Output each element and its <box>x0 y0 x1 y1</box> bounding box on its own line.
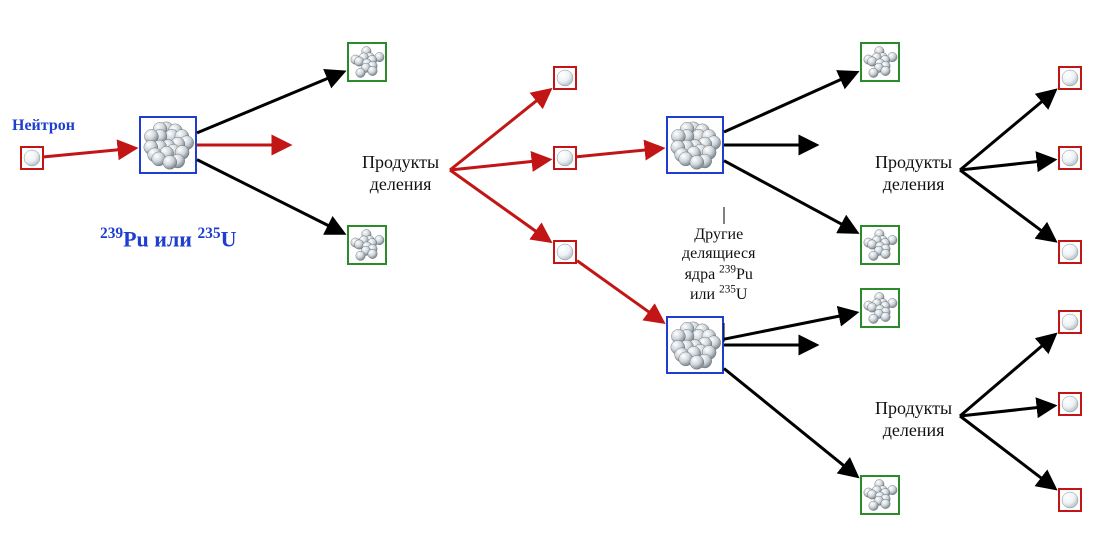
fission-fragment-icon <box>860 225 900 265</box>
arrow <box>197 77 330 133</box>
fission-fragment-icon <box>860 475 900 515</box>
neutron-icon <box>1058 66 1082 90</box>
arrow <box>724 161 844 226</box>
fission-products-label-3: Продуктыделения <box>875 398 952 441</box>
neutron-icon <box>1058 146 1082 170</box>
other-nuclei-label: Другиеделящиесяядра 239Puили 235U <box>682 225 755 304</box>
arrow <box>450 170 538 233</box>
fission-fragment-icon <box>860 42 900 82</box>
arrow <box>577 150 648 157</box>
arrow <box>724 369 846 468</box>
arrow <box>960 161 1040 170</box>
nucleus-icon <box>139 116 197 174</box>
neutron-icon <box>553 146 577 170</box>
nucleus-icon <box>666 116 724 174</box>
fission-fragment-icon <box>860 288 900 328</box>
neutron-icon <box>1058 392 1082 416</box>
neutron-icon <box>553 66 577 90</box>
fission-products-label-1: Продуктыделения <box>362 152 439 195</box>
arrow <box>450 99 539 170</box>
arrow <box>724 316 842 340</box>
arrow <box>960 416 1044 480</box>
fission-fragment-icon <box>347 42 387 82</box>
fission-diagram: Нейтрон 239Pu или 235U Продуктыделения Прод… <box>0 0 1119 547</box>
fission-fragment-icon <box>347 225 387 265</box>
nucleus-icon <box>666 316 724 374</box>
arrow <box>960 407 1040 416</box>
neutron-icon <box>20 146 44 170</box>
neutron-icon <box>1058 310 1082 334</box>
arrow <box>577 261 651 314</box>
neutron-icon <box>1058 488 1082 512</box>
arrow <box>960 344 1044 416</box>
arrow <box>960 170 1044 232</box>
neutron-icon <box>1058 240 1082 264</box>
neutron-icon <box>553 240 577 264</box>
isotope-label: 239Pu или 235U <box>100 225 236 253</box>
arrow <box>960 100 1044 170</box>
arrow <box>450 161 535 170</box>
arrow <box>197 160 331 227</box>
arrow <box>724 78 844 132</box>
fission-products-label-2: Продуктыделения <box>875 152 952 195</box>
arrow <box>44 150 121 157</box>
neutron-label: Нейтрон <box>12 116 75 135</box>
